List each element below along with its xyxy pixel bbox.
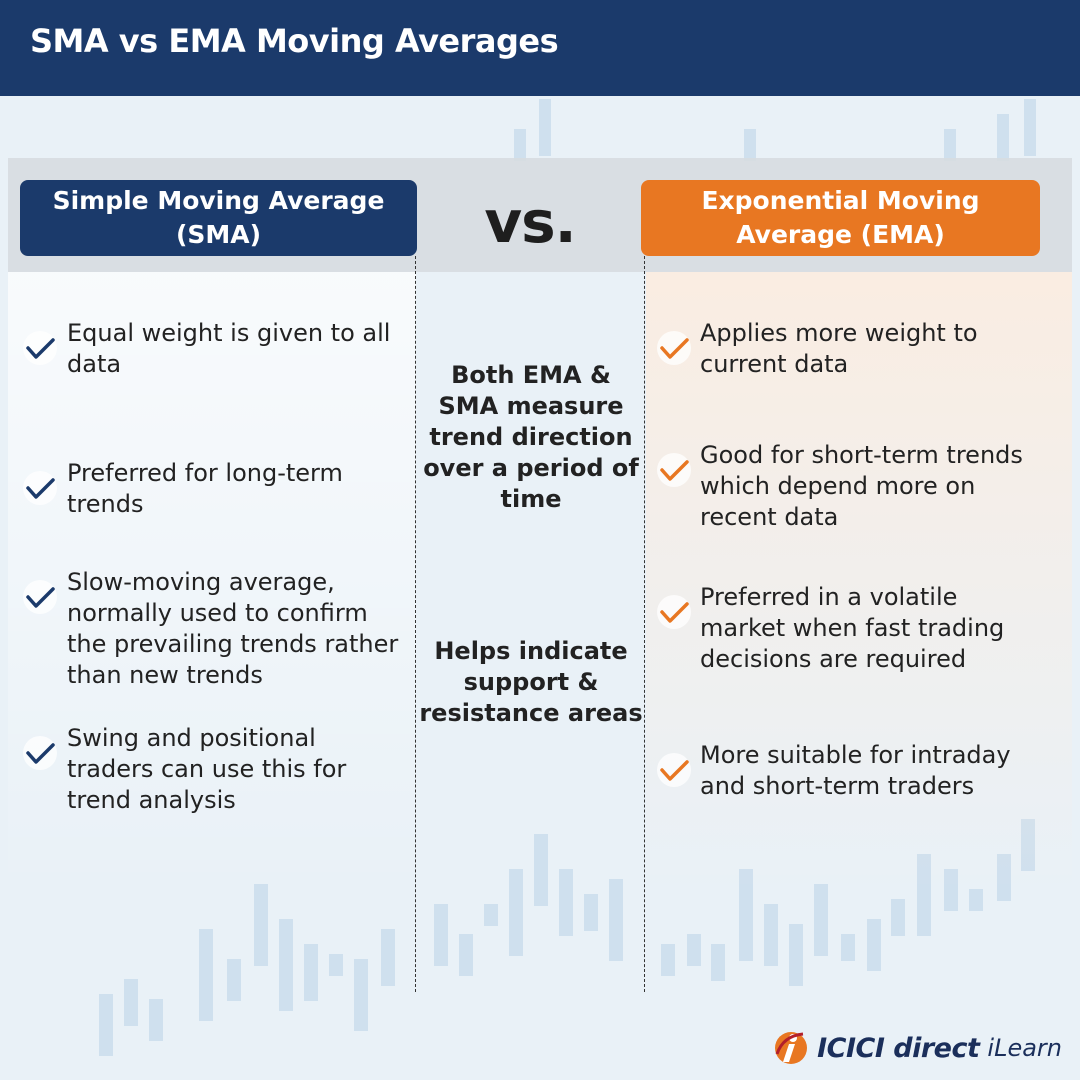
check-icon <box>23 331 57 365</box>
sma-panel <box>8 272 416 892</box>
product: iLearn <box>987 1034 1062 1062</box>
title: SMA vs EMA Moving Averages <box>30 22 559 60</box>
divider <box>415 256 416 992</box>
check-icon <box>23 580 57 614</box>
divider <box>644 256 645 992</box>
ema-panel <box>646 272 1072 892</box>
brand: ICICI direct <box>817 1032 980 1064</box>
point: Swing and positional traders can use thi… <box>67 724 347 814</box>
logo-icon <box>775 1032 808 1064</box>
vs-label: vs. <box>484 188 576 256</box>
check-icon <box>657 331 691 365</box>
common-point: Both EMA & SMA measure trend direction o… <box>423 361 639 513</box>
check-icon <box>23 471 57 505</box>
point: Applies more weight to current data <box>700 319 978 378</box>
header: SMA vs EMA Moving Averages <box>0 0 1080 96</box>
point: Slow-moving average, normally used to co… <box>67 568 399 689</box>
point: Good for short-term trends which depend … <box>700 441 1023 531</box>
logo: ICICI direct iLearn <box>773 1028 1062 1068</box>
check-icon <box>657 595 691 629</box>
point: Preferred for long-term trends <box>67 459 343 518</box>
point: More suitable for intraday and short-ter… <box>700 741 1011 800</box>
sma-heading: Simple Moving Average (SMA) <box>20 180 417 256</box>
common-point: Helps indicate support & resistance area… <box>419 637 643 727</box>
point: Preferred in a volatile market when fast… <box>700 583 1005 673</box>
check-icon <box>657 453 691 487</box>
check-icon <box>23 736 57 770</box>
ema-heading: Exponential Moving Average (EMA) <box>641 180 1040 256</box>
check-icon <box>657 753 691 787</box>
point: Equal weight is given to all data <box>67 319 391 378</box>
